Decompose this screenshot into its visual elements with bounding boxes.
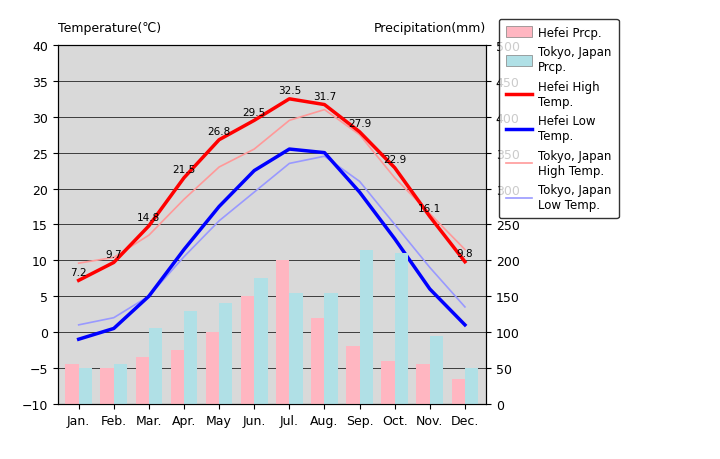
Text: 14.8: 14.8 [138, 213, 161, 223]
Text: 9.8: 9.8 [456, 249, 473, 258]
Bar [382, 361, 395, 404]
Bar [465, 368, 478, 404]
Bar [395, 253, 408, 404]
Bar [276, 261, 289, 404]
Bar [114, 364, 127, 404]
Bar [149, 329, 162, 404]
Text: 32.5: 32.5 [278, 86, 301, 96]
Legend: Hefei Prcp., Tokyo, Japan
Prcp., Hefei High
Temp., Hefei Low
Temp., Tokyo, Japan: Hefei Prcp., Tokyo, Japan Prcp., Hefei H… [499, 20, 618, 219]
Text: 27.9: 27.9 [348, 119, 372, 129]
Text: 29.5: 29.5 [243, 107, 266, 118]
Text: Precipitation(mm): Precipitation(mm) [374, 22, 486, 35]
Bar [289, 293, 302, 404]
Bar [254, 279, 268, 404]
Bar [66, 364, 78, 404]
Text: 22.9: 22.9 [383, 155, 406, 165]
Bar [135, 358, 149, 404]
Text: 31.7: 31.7 [313, 92, 336, 102]
Bar [359, 250, 373, 404]
Bar [311, 318, 325, 404]
Bar [346, 347, 359, 404]
Text: 7.2: 7.2 [71, 267, 87, 277]
Bar [416, 364, 430, 404]
Text: 16.1: 16.1 [418, 203, 441, 213]
Bar [219, 304, 233, 404]
Text: 26.8: 26.8 [207, 127, 230, 137]
Text: 21.5: 21.5 [172, 165, 196, 175]
Bar [171, 350, 184, 404]
Text: Temperature(℃): Temperature(℃) [58, 22, 161, 35]
Bar [325, 293, 338, 404]
Bar [206, 332, 219, 404]
Bar [430, 336, 444, 404]
Text: 9.7: 9.7 [105, 249, 122, 259]
Bar [184, 311, 197, 404]
Bar [78, 368, 92, 404]
Bar [101, 368, 114, 404]
Bar [241, 297, 254, 404]
Bar [451, 379, 465, 404]
